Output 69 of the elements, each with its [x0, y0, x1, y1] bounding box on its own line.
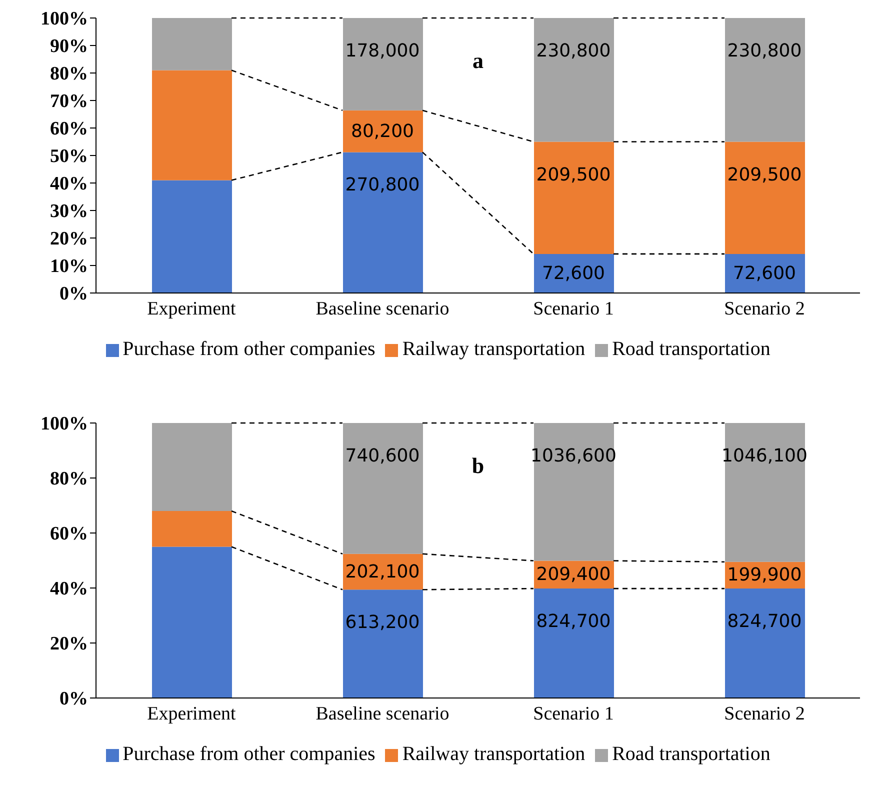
annotation: 80,200 [351, 120, 414, 142]
x-tick-label: Scenario 1 [533, 298, 614, 320]
bar [152, 180, 232, 293]
y-tick-label: 70% [50, 91, 88, 112]
annotation: 72,600 [542, 262, 605, 284]
x-tick-label: Scenario 2 [724, 298, 805, 320]
annotation: 613,200 [345, 612, 420, 634]
x-tick-label: Baseline scenario [316, 703, 450, 724]
annotation: 202,100 [345, 561, 420, 582]
legend-label: Railway transportation [402, 743, 586, 765]
y-tick-label: 60% [50, 524, 88, 545]
annotation: 740,600 [345, 446, 420, 466]
bar [534, 142, 614, 254]
bar [152, 70, 232, 180]
bar [152, 546, 232, 698]
y-tick-label: 0% [60, 284, 88, 305]
y-tick-label: 40% [50, 578, 88, 600]
annotation: 230,800 [727, 40, 802, 62]
x-tick-label: Scenario 1 [533, 703, 614, 724]
y-tick-label: 20% [50, 634, 88, 655]
annotation: 824,700 [727, 611, 802, 632]
bar [725, 18, 805, 142]
annotation: 209,500 [536, 164, 611, 186]
bar [152, 511, 232, 547]
y-tick-label: 100% [40, 8, 88, 30]
annotation: 199,900 [727, 564, 802, 586]
annotation: 209,500 [727, 164, 802, 186]
y-tick-label: 0% [60, 688, 88, 710]
legend-label: Road transportation [612, 743, 770, 765]
y-tick-label: 80% [50, 468, 88, 490]
annotation: 230,800 [536, 40, 611, 62]
bar [534, 423, 614, 561]
annotation: 824,700 [536, 611, 611, 632]
x-tick-label: Experiment [147, 298, 237, 320]
y-tick-label: 50% [50, 146, 88, 168]
text: b [472, 453, 484, 478]
y-tick-label: 90% [50, 36, 88, 58]
bar [343, 152, 423, 293]
y-tick-label: 10% [50, 256, 88, 278]
y-tick-label: 20% [50, 228, 88, 250]
y-tick-label: 100% [40, 414, 88, 435]
bar [534, 18, 614, 142]
annotation: 72,600 [733, 262, 796, 284]
x-tick-label: Experiment [147, 703, 237, 724]
bar [343, 423, 423, 554]
annotation: 178,000 [345, 40, 420, 62]
legend-label: Purchase from other companies [122, 338, 376, 360]
annotation: 1036,600 [530, 446, 616, 466]
y-tick-label: 80% [50, 64, 88, 85]
bar [343, 590, 423, 698]
x-tick-label: Baseline scenario [316, 298, 450, 320]
annotation: 1046,100 [722, 446, 808, 466]
bar [152, 423, 232, 511]
x-tick-label: Scenario 2 [724, 703, 805, 724]
bar [152, 18, 232, 70]
bar [725, 588, 805, 698]
legend-label: Railway transportation [402, 338, 586, 360]
y-tick-label: 30% [50, 201, 88, 222]
y-tick-label: 40% [50, 174, 88, 195]
text: a [472, 48, 484, 73]
bar [534, 588, 614, 698]
legend-label: Road transportation [612, 338, 770, 360]
legend-label: Purchase from other companies [122, 743, 376, 765]
bar [725, 423, 805, 562]
bar [343, 18, 423, 110]
annotation: 209,400 [536, 564, 611, 586]
y-tick-label: 60% [50, 118, 88, 140]
bar [725, 142, 805, 254]
annotation: 270,800 [345, 174, 420, 196]
